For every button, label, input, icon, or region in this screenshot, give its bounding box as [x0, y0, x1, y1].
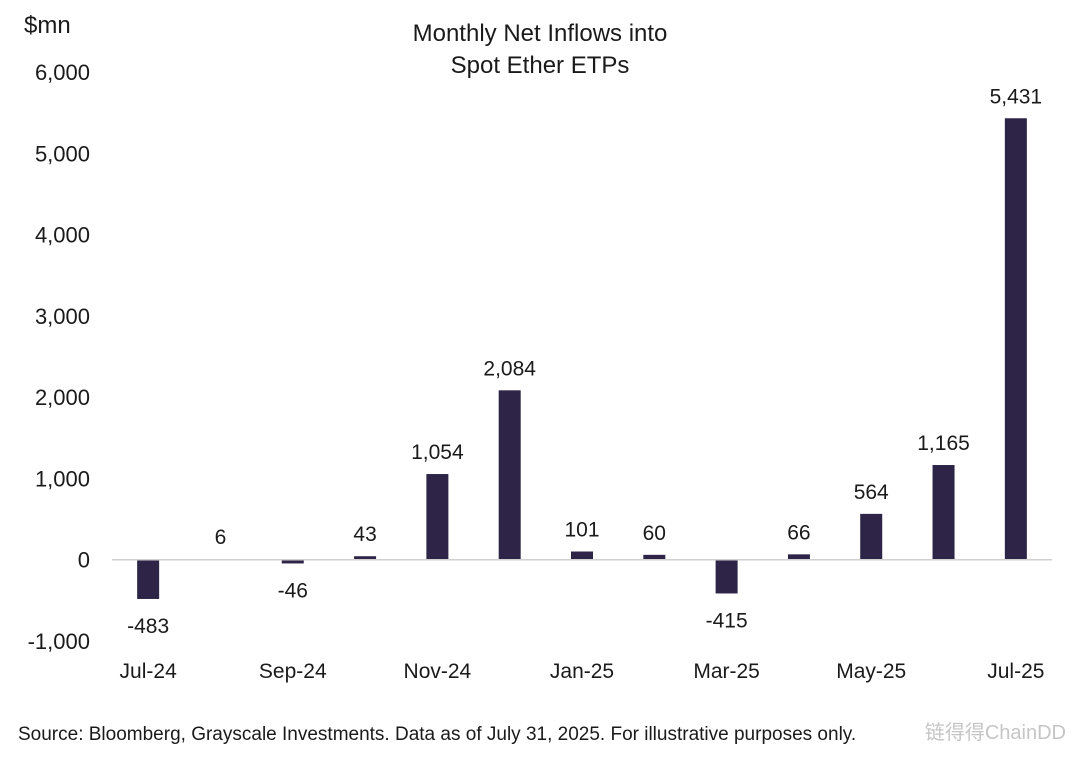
bar-mar-25	[715, 559, 738, 594]
y-tick-label: 4,000	[35, 223, 90, 248]
chart-title-line-1: Monthly Net Inflows into	[413, 20, 668, 47]
data-labels: -483 6 -46 43 1,054 2,084 101 60 -415 66 564 1,165 5…	[127, 85, 1042, 638]
data-label-sep-24: -46	[278, 579, 308, 602]
data-label-nov-24: 1,054	[411, 441, 464, 464]
x-axis-ticks: Jul-24 Sep-24 Nov-24 Jan-25 Mar-25 May-25 Jul-…	[120, 660, 1045, 683]
x-tick-label: May-25	[836, 660, 906, 683]
watermark: 链得得ChainDD	[924, 722, 1066, 744]
y-tick-label: -1,000	[28, 629, 90, 654]
data-label-jan-25: 101	[564, 519, 599, 542]
data-label-may-25: 564	[854, 481, 889, 504]
data-label-jun-25: 1,165	[917, 432, 970, 455]
x-tick-label: Jul-25	[987, 660, 1044, 683]
chart-title-line-2: Spot Ether ETPs	[451, 52, 630, 79]
data-label-dec-24: 2,084	[483, 357, 536, 380]
bar-chart: Monthly Net Inflows into Spot Ether ETPs…	[24, 12, 1052, 683]
bar-jun-25	[932, 465, 955, 560]
bar-apr-25	[787, 554, 810, 560]
bars	[137, 118, 1027, 599]
x-tick-label: Jul-24	[120, 660, 178, 683]
data-label-apr-25: 66	[787, 521, 810, 544]
bar-sep-24	[281, 559, 304, 564]
bar-jan-25	[571, 551, 593, 560]
y-tick-label: 3,000	[35, 304, 90, 329]
bar-may-25	[860, 513, 883, 560]
source-note: Source: Bloomberg, Grayscale Investments…	[18, 724, 857, 745]
bar-jul-25	[1004, 118, 1027, 560]
x-tick-label: Jan-25	[550, 660, 614, 683]
x-tick-label: Nov-24	[404, 660, 472, 683]
data-label-mar-25: -415	[706, 609, 748, 632]
y-tick-label: 6,000	[35, 60, 90, 85]
x-tick-label: Mar-25	[693, 660, 760, 683]
y-tick-label: 1,000	[35, 466, 90, 491]
data-label-jul-25: 5,431	[990, 85, 1043, 108]
y-axis-ticks: -1,000 0 1,000 2,000 3,000 4,000 5,000 6,000	[28, 60, 90, 654]
y-tick-label: 5,000	[35, 141, 90, 166]
data-label-oct-24: 43	[353, 523, 376, 546]
bar-dec-24	[498, 390, 521, 560]
bar-oct-24	[354, 556, 377, 560]
data-label-jul-24: -483	[127, 615, 169, 638]
bar-nov-24	[426, 474, 449, 560]
y-axis-unit-label: $mn	[24, 12, 71, 39]
x-tick-label: Sep-24	[259, 660, 327, 683]
data-label-aug-24: 6	[215, 526, 227, 549]
data-label-feb-25: 60	[643, 522, 666, 545]
y-tick-label: 2,000	[35, 385, 90, 410]
bar-jul-24	[137, 559, 160, 599]
y-tick-label: 0	[78, 548, 90, 573]
bar-feb-25	[643, 554, 666, 560]
